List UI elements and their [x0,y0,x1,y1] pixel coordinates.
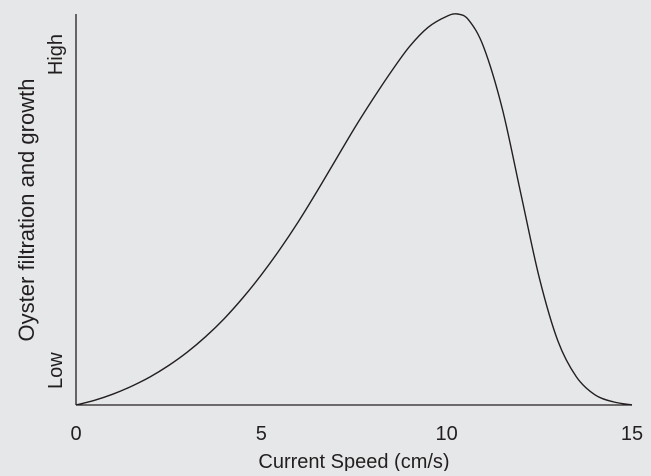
x-tick-label: 5 [256,423,267,445]
x-tick-label: 10 [436,423,458,445]
x-tick-labels: 0 5 10 15 [70,423,643,445]
y-axis-label: Oyster filtration and growth [14,79,39,342]
x-tick-label: 15 [621,423,643,445]
y-tick-label-low: Low [45,352,67,389]
y-tick-label-high: High [45,34,67,75]
x-axis-label: Current Speed (cm/s) [258,451,449,471]
series-line [75,13,633,406]
y-tick-labels: Low High [45,34,67,389]
x-tick-label: 0 [70,423,81,445]
